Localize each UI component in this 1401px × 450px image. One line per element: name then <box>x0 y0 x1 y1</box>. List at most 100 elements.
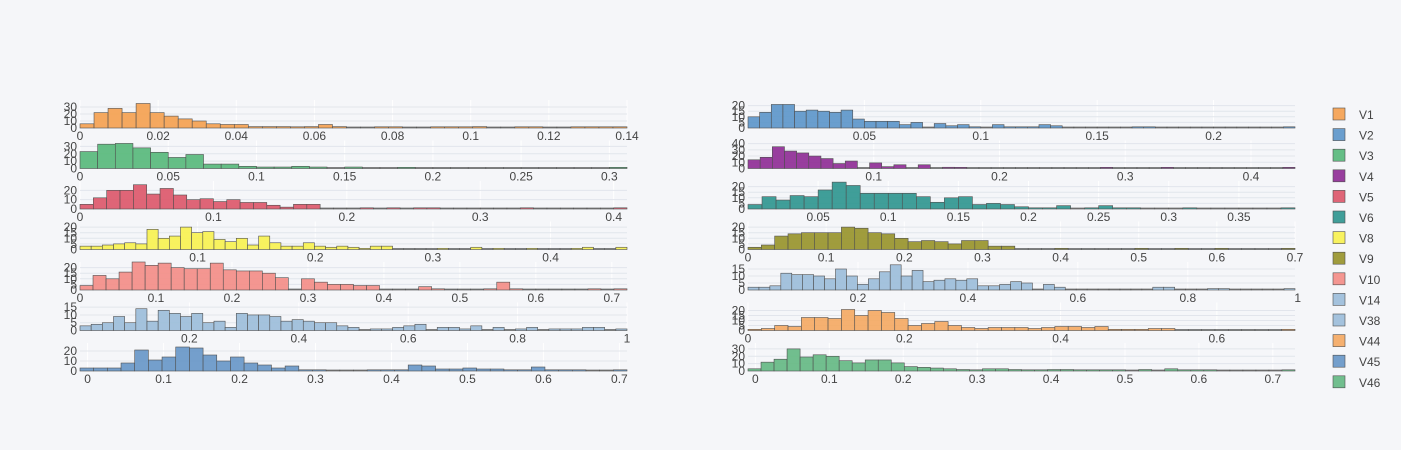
histogram-bar <box>1214 329 1229 331</box>
histogram-bar <box>248 126 263 129</box>
legend-item-v44[interactable]: V44 <box>1332 334 1381 349</box>
histogram-bar <box>846 275 858 291</box>
legend-swatch <box>1332 334 1346 347</box>
histogram-bar <box>436 248 449 250</box>
histogram-bar <box>79 245 92 250</box>
histogram-bar <box>869 162 883 169</box>
histogram-bar <box>1001 245 1016 250</box>
histogram-bar <box>586 207 601 210</box>
histogram-bar <box>770 104 784 129</box>
histogram-bar <box>514 126 530 129</box>
x-tick-label: 0.2 <box>991 170 1008 184</box>
legend-item-v2[interactable]: V2 <box>1332 128 1374 143</box>
legend-item-v8[interactable]: V8 <box>1332 231 1374 246</box>
histogram-bar <box>106 190 121 210</box>
histogram-bar <box>92 275 107 291</box>
histogram-bar <box>1163 286 1175 291</box>
histogram-bar <box>467 167 487 169</box>
legend-item-v9[interactable]: V9 <box>1332 251 1374 266</box>
x-tick-label: 0.06 <box>303 129 327 143</box>
histogram-bar <box>977 285 989 291</box>
x-tick-label: 0.7 <box>603 291 620 305</box>
histogram-bar <box>980 126 993 129</box>
histogram-bar <box>196 268 211 291</box>
histogram-bar <box>146 193 161 210</box>
histogram-bar <box>444 126 459 129</box>
histogram-bar <box>805 109 819 129</box>
x-tick-label: 0.4 <box>542 251 559 265</box>
histogram-bar <box>203 163 222 169</box>
histogram-bar <box>1281 369 1296 372</box>
x-tick-label: 0 <box>745 332 752 346</box>
y-tick-label: 10 <box>732 191 746 205</box>
histogram-bar <box>1155 126 1168 129</box>
histogram-bar <box>380 369 395 372</box>
histogram-bar <box>1227 329 1242 331</box>
histogram-bar <box>556 167 575 169</box>
histogram-bar <box>829 112 842 129</box>
histogram-bar <box>235 270 250 291</box>
histogram-bar <box>814 317 829 331</box>
histogram-bar <box>1187 329 1202 331</box>
histogram-bar <box>1134 248 1149 250</box>
histogram-bar <box>185 154 204 169</box>
histogram-bar <box>79 285 94 291</box>
legend-item-v46[interactable]: V46 <box>1332 375 1381 390</box>
histogram-bar <box>1160 167 1174 169</box>
x-tick-label: 0.4 <box>383 372 400 386</box>
histogram-bar <box>1241 248 1256 250</box>
legend-item-v14[interactable]: V14 <box>1332 293 1381 307</box>
histogram-bar <box>493 207 508 210</box>
histogram-bar <box>1067 248 1082 250</box>
legend-item-v4[interactable]: V4 <box>1332 169 1374 184</box>
histogram-bar <box>213 201 228 210</box>
histogram-bar <box>253 202 268 210</box>
histogram-bar <box>144 265 159 291</box>
y-tick-label: 0 <box>70 162 77 176</box>
legend-label: V14 <box>1359 293 1381 307</box>
legend-item-v5[interactable]: V5 <box>1332 190 1374 204</box>
histogram-bar <box>481 248 494 250</box>
x-tick-label: 0.05 <box>806 210 830 224</box>
histogram-bar <box>1021 282 1033 291</box>
legend-item-v45[interactable]: V45 <box>1332 354 1381 369</box>
histogram-bar <box>405 288 419 291</box>
histogram-bar <box>135 243 148 250</box>
histogram-bar <box>761 196 777 210</box>
x-tick-label: 0.3 <box>974 251 991 265</box>
histogram-bar <box>1047 369 1061 372</box>
legend-item-v6[interactable]: V6 <box>1332 210 1374 225</box>
histogram-bar <box>448 327 460 331</box>
legend-item-v10[interactable]: V10 <box>1332 272 1381 287</box>
x-tick-label: 0.2 <box>338 210 355 224</box>
histogram-bar <box>392 288 406 291</box>
histogram-bar <box>1134 328 1149 331</box>
histogram-bar <box>279 206 294 210</box>
histogram-bar <box>995 368 1009 372</box>
histogram-bar <box>522 288 537 291</box>
histogram-bar <box>772 146 785 169</box>
histogram-bar <box>1259 126 1273 129</box>
legend-item-v1[interactable]: V1 <box>1332 107 1374 122</box>
histogram-bar <box>558 369 573 372</box>
histogram-bar <box>786 348 801 372</box>
histogram-bar <box>582 246 594 250</box>
x-tick-label: 0.2 <box>425 170 442 184</box>
histogram-bar <box>1056 205 1071 210</box>
histogram-bar <box>135 308 148 331</box>
legend-item-v3[interactable]: V3 <box>1332 148 1374 163</box>
histogram-bar <box>346 207 361 210</box>
histogram-bar <box>496 281 511 291</box>
legend-item-v38[interactable]: V38 <box>1332 313 1381 328</box>
histogram-bar <box>1201 329 1216 331</box>
x-tick-label: 0.2 <box>231 372 248 386</box>
histogram-bar <box>857 284 869 291</box>
histogram-bar <box>784 150 797 169</box>
legend-label: V38 <box>1359 314 1381 328</box>
x-tick-label: 0.3 <box>425 251 442 265</box>
y-tick-label: 5 <box>738 196 745 210</box>
y-tick-label: 20 <box>732 99 746 113</box>
histogram-bar <box>1140 207 1156 210</box>
